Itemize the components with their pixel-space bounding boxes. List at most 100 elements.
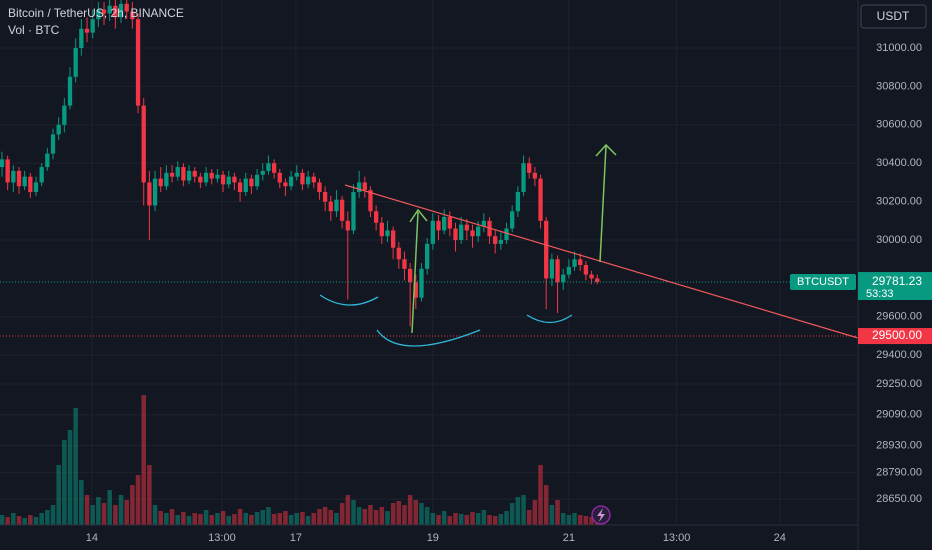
candle-body [73,48,78,77]
volume-bar [50,505,56,525]
volume-bar [498,514,504,525]
candle-body [385,230,390,237]
volume-bar [226,516,232,525]
candle-body [317,182,322,193]
volume-bar [441,511,447,525]
candle-body [311,176,316,183]
volume-bar [328,510,334,525]
volume-bar [481,510,487,525]
candle-body [124,3,129,12]
x-tick-label: 17 [290,532,302,544]
volume-bar [549,505,555,525]
volume-bar [402,505,407,525]
volume-bar [305,516,311,525]
candle-body [192,170,197,177]
candle-body [328,201,333,212]
candle-body [254,174,260,187]
volume-bar [186,516,192,525]
candle-body [442,216,447,231]
candle-body [459,224,464,241]
volume-bar [124,500,129,525]
volume-bar [543,485,549,525]
volume-bar [249,515,254,525]
head [376,329,481,347]
volume-bar [254,512,260,525]
volume-bar [0,515,5,525]
candle-body [447,216,452,229]
volume-bar [73,408,78,525]
y-tick-label: 29600.00 [876,311,922,323]
volume-bar [271,514,277,525]
volume-bar [311,513,317,525]
candle-body [232,176,237,183]
left-shoulder [319,294,379,306]
volume-bar [107,490,112,525]
y-tick-label: 30800.00 [876,80,922,92]
volume-bar [203,510,209,525]
volume-bar [266,507,271,525]
candle-body [67,76,73,106]
volume-bar [385,511,390,525]
candle-body [260,170,265,175]
volume-bar [283,511,288,525]
volume-bar [232,514,237,525]
volume-bar [243,513,249,525]
price-tag-label: 29500.00 [872,328,922,342]
candle-body [266,163,271,171]
candle-body [62,105,67,125]
candle-body [203,172,209,183]
candle-body [181,167,186,181]
volume-bar [277,513,283,525]
volume-bar [430,513,436,525]
candle-body [45,153,50,168]
candle-body [510,211,515,229]
candle-body [90,19,95,33]
candle-body [544,220,549,279]
volume-bar [566,515,572,525]
candle-body [572,259,577,267]
candle-body [130,11,135,20]
x-tick-label: 19 [427,532,439,544]
volume-bar [572,513,577,525]
candle-body [186,170,192,181]
chart-title: Bitcoin / TetherUS, 2h, BINANCE [8,6,184,20]
volume-bar [181,512,186,525]
candle-body [453,228,458,241]
y-tick-label: 30200.00 [876,196,922,208]
right-shoulder [526,314,573,324]
candle-body [470,230,475,237]
volume-bar [45,510,50,525]
candle-body [583,264,589,275]
volume-bar [419,503,424,525]
volume-bar [300,512,305,525]
volume-bar [334,513,339,525]
volume-bar [515,497,521,525]
candle-body [5,159,10,183]
volume-bar [424,507,430,525]
volume-bar [373,510,379,525]
candle-body [402,259,407,269]
candle-body [158,178,163,187]
volume-bar [317,509,322,525]
candle-body [33,182,39,193]
volume-bar [118,495,124,525]
candle-body [578,259,583,265]
arrow-up [409,208,428,334]
candle-body [209,172,214,179]
price-tag [858,272,932,301]
x-tick-label: 21 [563,532,575,544]
currency-label[interactable]: USDT [877,9,910,23]
candle-body [220,174,226,185]
volume-bar [356,507,362,525]
candle-body [107,5,112,14]
candle-body [368,190,373,212]
candle-body [476,226,481,237]
y-tick-label: 28790.00 [876,466,922,478]
currency-button[interactable] [860,4,927,29]
volume-pane [0,395,600,525]
price-tag [858,328,932,345]
volume-bar [464,515,470,525]
volume-bar [152,505,158,525]
candle-body [300,172,305,185]
volume-bar [555,500,560,525]
